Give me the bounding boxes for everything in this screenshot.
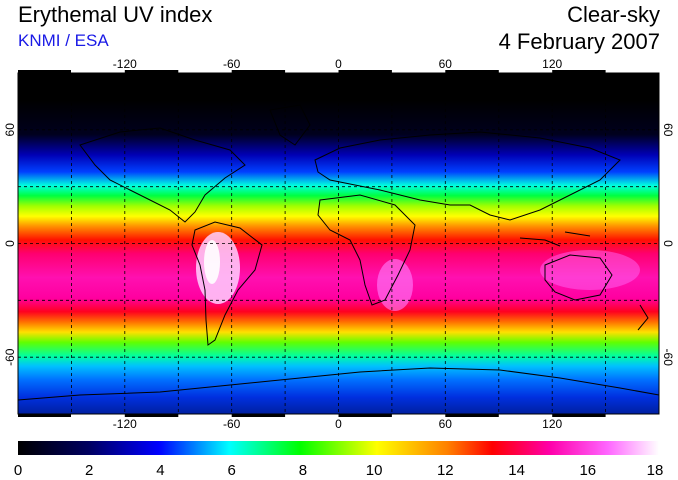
colorbar-label: 18 — [647, 462, 664, 479]
lon-label-top: -120 — [113, 57, 137, 71]
lon-label-bottom: -60 — [223, 417, 241, 431]
sky-condition-label: Clear-sky — [567, 2, 660, 27]
map-field — [18, 73, 659, 414]
graticule — [18, 73, 659, 414]
coastlines — [18, 104, 659, 401]
lon-label-bottom: 120 — [542, 417, 562, 431]
lon-label-top: 60 — [439, 57, 453, 71]
lat-label-right: 60 — [661, 123, 675, 137]
lat-label-right: -60 — [661, 349, 675, 367]
colorbar-label: 2 — [85, 462, 93, 479]
lon-label-bottom: -120 — [113, 417, 137, 431]
lon-label-bottom: 60 — [439, 417, 453, 431]
source-label: KNMI / ESA — [18, 31, 109, 50]
lat-label-left: -60 — [3, 348, 17, 366]
lon-label-top: -60 — [223, 57, 241, 71]
map-title: Erythemal UV index — [18, 2, 213, 27]
colorbar-label: 14 — [508, 462, 525, 479]
lon-label-top: 0 — [335, 57, 342, 71]
lat-labels-right: 60 0 -60 — [661, 123, 675, 366]
lat-labels-left: 60 0 -60 — [3, 123, 17, 366]
colorbar-label: 8 — [299, 462, 307, 479]
colorbar — [18, 441, 659, 455]
date-label: 4 February 2007 — [498, 29, 660, 54]
lat-label-right: 0 — [661, 240, 675, 247]
lon-label-top: 120 — [542, 57, 562, 71]
lon-label-bottom: 0 — [335, 417, 342, 431]
lat-label-left: 60 — [3, 123, 17, 137]
colorbar-label: 10 — [366, 462, 383, 479]
colorbar-label: 0 — [14, 462, 22, 479]
colorbar-label: 16 — [579, 462, 596, 479]
frame-ticks — [18, 70, 606, 417]
colorbar-label: 6 — [228, 462, 236, 479]
colorbar-label: 12 — [437, 462, 454, 479]
lon-labels-top: -120 -60 0 60 120 — [113, 57, 563, 71]
colorbar-label: 4 — [156, 462, 164, 479]
colorbar-labels: 0 2 4 6 8 10 12 14 16 18 — [14, 462, 664, 479]
lon-labels-bottom: -120 -60 0 60 120 — [113, 417, 563, 431]
lat-label-left: 0 — [3, 240, 17, 247]
